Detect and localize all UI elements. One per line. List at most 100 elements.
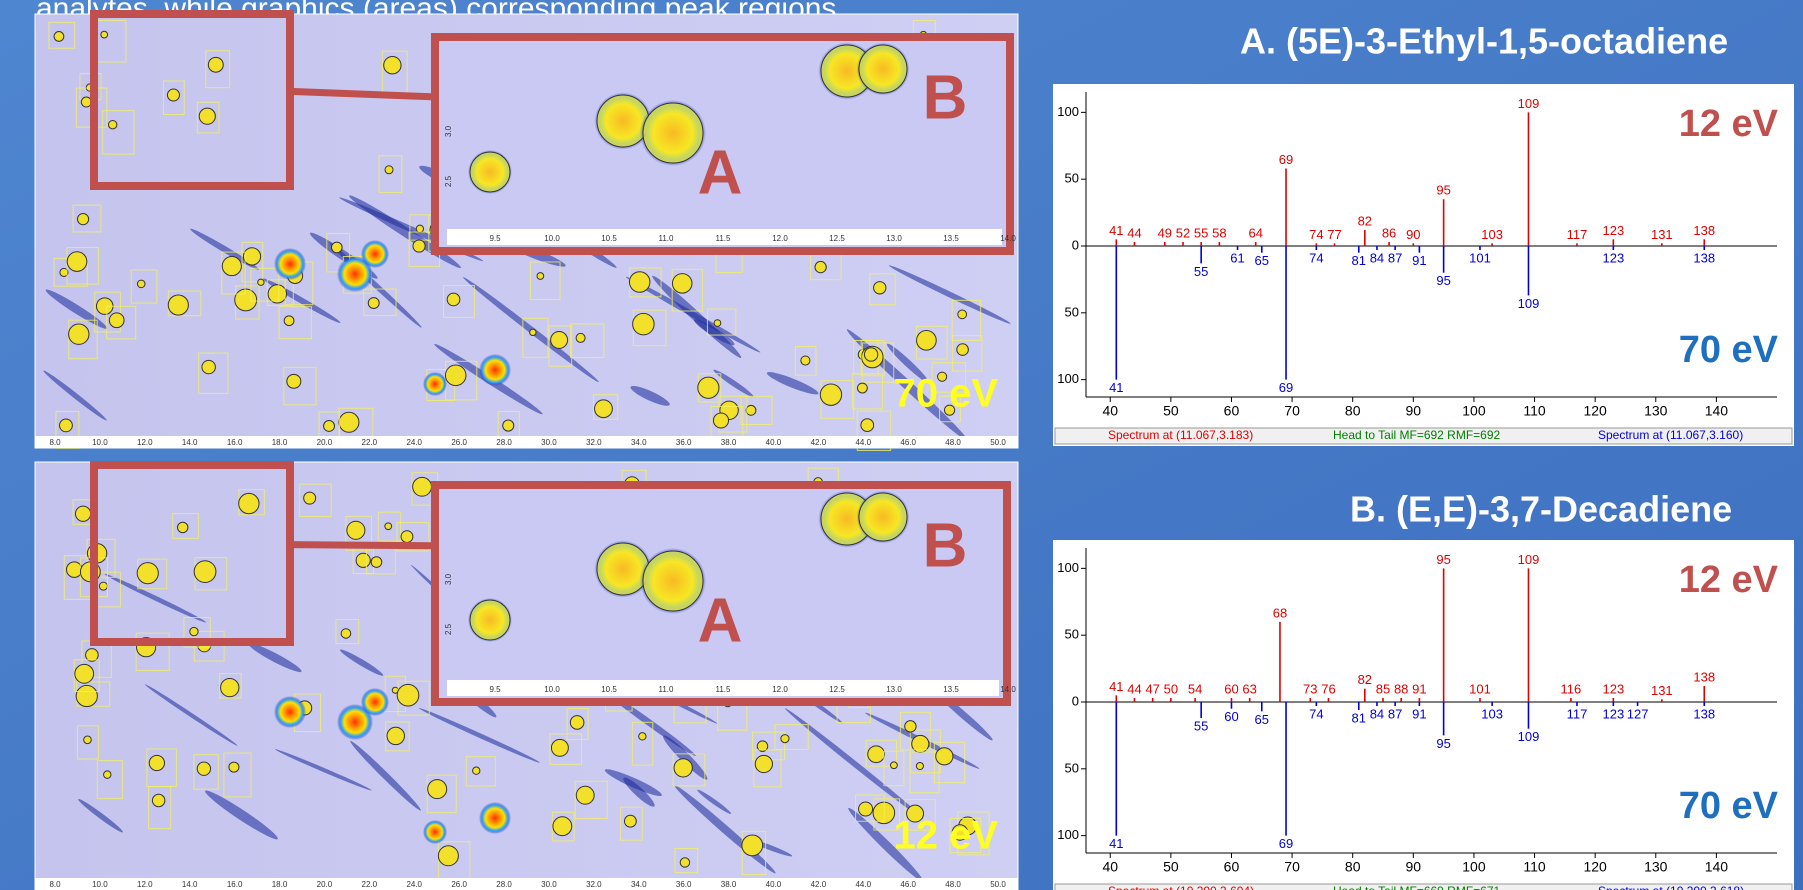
spectrum-title: A. (5E)-3-Ethyl-1,5-octadiene [1240, 21, 1728, 62]
inset-label-a: A [698, 138, 743, 207]
gc-x-tick-label: 26.0 [451, 438, 467, 447]
inset-marker [859, 45, 907, 93]
head-peak-label: 54 [1188, 681, 1202, 696]
y-tick-label: 50 [1065, 627, 1079, 642]
gc-x-tick-label: 18.0 [272, 880, 288, 889]
gc-x-tick-label: 32.0 [586, 438, 602, 447]
head-peak-label: 41 [1109, 679, 1123, 694]
inset-marker [470, 600, 510, 640]
inset-x-tick-label: 12.0 [772, 685, 788, 694]
tail-peak-label: 117 [1567, 706, 1588, 721]
head-peak-label: 90 [1406, 227, 1420, 242]
peak-marker [190, 627, 198, 635]
inset-x-tick-label: 10.5 [601, 234, 617, 243]
peak-marker [101, 31, 108, 38]
x-tick-label: 40 [1102, 403, 1118, 419]
head-peak-label: 64 [1248, 225, 1262, 240]
head-peak-label: 63 [1242, 681, 1256, 696]
energy-label: 70 eV [893, 372, 998, 416]
peak-marker [633, 313, 654, 334]
head-peak-label: 82 [1358, 213, 1372, 228]
peak-marker [698, 377, 719, 398]
inset-y-tick-label: 2.5 [444, 623, 453, 635]
peak-marker [177, 522, 187, 532]
energy-label: 12 eV [893, 814, 998, 858]
inset-x-tick-label: 12.0 [772, 234, 788, 243]
peak-marker [331, 242, 342, 253]
peak-marker [801, 356, 810, 365]
head-peak-label: 138 [1693, 223, 1715, 238]
peak-marker [674, 759, 692, 777]
peak-marker [781, 735, 789, 743]
peak-marker [324, 420, 335, 431]
peak-marker [551, 739, 568, 756]
tail-peak-label: 60 [1224, 709, 1238, 724]
x-tick-label: 110 [1523, 859, 1546, 875]
head-peak-label: 58 [1212, 225, 1226, 240]
peak-marker [304, 492, 316, 504]
peak-marker [66, 562, 82, 578]
inset-label-b: B [923, 63, 968, 132]
peak-marker [905, 721, 916, 732]
peak-blob [274, 696, 306, 728]
peak-marker [416, 225, 423, 232]
peak-marker [221, 678, 239, 696]
head-peak-label: 76 [1321, 681, 1335, 696]
peak-marker [284, 316, 294, 326]
head-peak-label: 44 [1127, 225, 1141, 240]
peak-marker [438, 846, 458, 866]
inset-x-tick-label: 10.5 [601, 685, 617, 694]
x-tick-label: 80 [1345, 859, 1361, 875]
head-peak-label: 131 [1651, 227, 1673, 242]
inset-x-tick-label: 12.5 [829, 234, 845, 243]
peak-blob [479, 354, 511, 386]
peak-marker [137, 563, 158, 584]
head-peak-label: 68 [1273, 605, 1287, 620]
x-tick-label: 40 [1102, 859, 1118, 875]
inset-x-tick-label: 10.0 [544, 685, 560, 694]
peak-marker [553, 817, 572, 836]
peak-marker [75, 664, 94, 683]
gc-x-tick-label: 28.0 [496, 438, 512, 447]
gc-x-tick-label: 48.0 [945, 438, 961, 447]
x-tick-label: 140 [1705, 403, 1729, 419]
y-tick-label: 100 [1057, 104, 1079, 119]
tail-peak-label: 81 [1352, 710, 1366, 725]
status-text: Head to Tail MF=692 RMF=692 [1333, 428, 1501, 442]
peak-marker [714, 320, 721, 327]
gc-x-tick-label: 22.0 [362, 438, 378, 447]
inset-x-tick-label: 10.0 [544, 234, 560, 243]
head-peak-label: 85 [1376, 681, 1390, 696]
head-peak-label: 91 [1412, 681, 1426, 696]
peak-marker [109, 313, 124, 328]
inset-x-tick-label: 9.5 [489, 234, 501, 243]
tail-peak-label: 109 [1518, 729, 1540, 744]
inset-marker [643, 551, 703, 611]
peak-marker [199, 108, 215, 124]
tail-peak-label: 138 [1693, 250, 1715, 265]
peak-marker [108, 120, 116, 128]
head-peak-label: 123 [1602, 223, 1624, 238]
head-peak-label: 109 [1518, 96, 1540, 111]
tail-peak-label: 91 [1412, 706, 1426, 721]
gc-x-tick-label: 50.0 [990, 880, 1006, 889]
head-energy-label: 12 eV [1679, 559, 1779, 601]
tail-peak-label: 55 [1194, 718, 1208, 733]
x-tick-label: 120 [1583, 859, 1607, 875]
x-tick-label: 90 [1406, 403, 1422, 419]
head-peak-label: 52 [1176, 225, 1190, 240]
peak-marker [857, 383, 867, 393]
x-tick-label: 70 [1284, 403, 1300, 419]
peak-marker [235, 289, 257, 311]
head-peak-label: 77 [1327, 227, 1341, 242]
head-peak-label: 131 [1651, 683, 1673, 698]
tail-peak-label: 65 [1255, 712, 1269, 727]
peak-marker [473, 767, 480, 774]
peak-marker [368, 298, 379, 309]
peak-marker [713, 413, 728, 428]
peak-marker [77, 214, 88, 225]
peak-marker [576, 333, 585, 342]
head-peak-label: 103 [1481, 227, 1503, 242]
peak-marker [152, 794, 164, 806]
head-peak-label: 117 [1567, 227, 1588, 242]
